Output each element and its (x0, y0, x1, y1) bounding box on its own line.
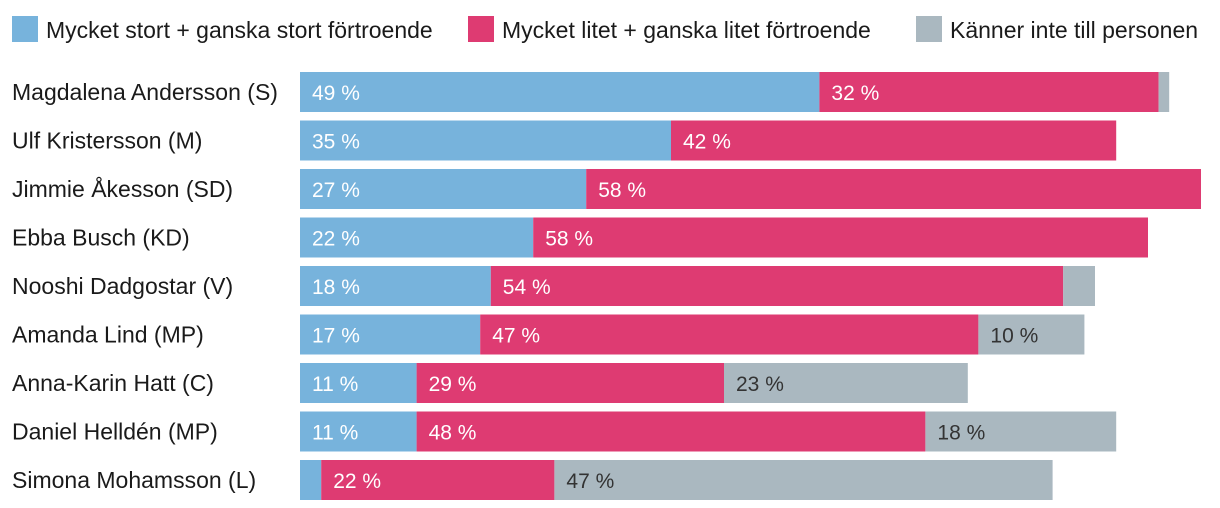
legend-label-1: Mycket stort + ganska stort förtroende (46, 17, 433, 43)
data-label: 27 % (312, 179, 360, 202)
bar-row-daniel-hellden-mp: Daniel Helldén (MP) 11 % 48 % 18 % (12, 411, 1117, 452)
data-label: 47 % (566, 470, 614, 493)
legend-label-2: Mycket litet + ganska litet förtroende (502, 17, 871, 43)
data-label: 29 % (429, 373, 477, 396)
bar-segment-1 (300, 120, 671, 161)
bar-segment-1 (300, 217, 534, 258)
data-label: 35 % (312, 131, 360, 154)
bar-segment-3 (978, 314, 1085, 355)
data-label: 48 % (429, 422, 477, 445)
data-label: 22 % (333, 470, 381, 493)
bar-segment-1 (300, 266, 491, 306)
category-label: Anna-Karin Hatt (C) (12, 370, 214, 396)
category-label: Magdalena Andersson (S) (12, 79, 278, 105)
legend-label-3: Känner inte till personen (950, 17, 1198, 43)
bar-segment-1 (300, 72, 820, 112)
data-label: 23 % (736, 373, 784, 396)
bar-row-ulf-kristersson-m: Ulf Kristersson (M) 35 % 42 % (12, 120, 1117, 161)
legend: Mycket stort + ganska stort förtroende My… (12, 16, 1198, 43)
bar-row-ebba-busch-kd: Ebba Busch (KD) 22 % 58 % (12, 217, 1148, 258)
legend-swatch-3 (916, 16, 942, 42)
legend-swatch-1 (12, 16, 38, 42)
data-label: 11 % (312, 422, 358, 445)
legend-swatch-2 (468, 16, 494, 42)
bar-segment-2 (321, 460, 555, 500)
data-label: 10 % (990, 325, 1038, 348)
bar-segment-1 (300, 363, 417, 403)
bar-row-nooshi-dadgostar-v: Nooshi Dadgostar (V) 18 % 54 % (12, 266, 1095, 306)
bar-segment-1 (300, 411, 417, 452)
bar-segment-3 (554, 460, 1053, 500)
bar-row-simona-mohamsson-l: Simona Mohamsson (L) 22 % 47 % (12, 460, 1053, 500)
data-label: 22 % (312, 228, 360, 251)
bar-segment-2 (671, 120, 1117, 161)
data-label: 49 % (312, 82, 360, 105)
data-label: 18 % (937, 422, 985, 445)
bar-segment-1 (300, 314, 481, 355)
bar-segment-3 (925, 411, 1117, 452)
bar-row-anna-karin-hatt-c: Anna-Karin Hatt (C) 11 % 29 % 23 % (12, 363, 968, 403)
bar-row-amanda-lind-mp: Amanda Lind (MP) 17 % 47 % 10 % (12, 314, 1085, 355)
data-label: 47 % (492, 325, 540, 348)
bar-segment-2 (819, 72, 1159, 112)
category-label: Ebba Busch (KD) (12, 225, 190, 251)
bar-segment-1 (300, 169, 587, 209)
category-label: Amanda Lind (MP) (12, 322, 204, 348)
data-label: 42 % (683, 131, 731, 154)
bar-segment-2 (586, 169, 1201, 209)
bar-segment-2 (480, 314, 979, 355)
data-label: 17 % (312, 325, 360, 348)
data-label: 58 % (598, 179, 646, 202)
bar-row-jimmie-akesson-sd: Jimmie Åkesson (SD) 27 % 58 % (12, 169, 1201, 209)
chart-rows: Magdalena Andersson (S) 49 % 32 % Ulf Krist… (12, 72, 1201, 500)
category-label: Ulf Kristersson (M) (12, 128, 202, 154)
data-label: 11 % (312, 373, 358, 396)
category-label: Simona Mohamsson (L) (12, 467, 256, 493)
category-label: Nooshi Dadgostar (V) (12, 273, 233, 299)
data-label: 18 % (312, 276, 360, 299)
bar-segment-3 (724, 363, 968, 403)
data-label: 32 % (831, 82, 879, 105)
category-label: Jimmie Åkesson (SD) (12, 175, 233, 202)
bar-segment-2 (533, 217, 1148, 258)
data-label: 54 % (503, 276, 551, 299)
bar-segment-2 (416, 363, 724, 403)
bar-row-magdalena-andersson-s: Magdalena Andersson (S) 49 % 32 % (12, 72, 1170, 112)
category-label: Daniel Helldén (MP) (12, 419, 218, 445)
data-label: 58 % (545, 228, 593, 251)
bar-segment-3 (1063, 266, 1095, 306)
bar-segment-3 (1158, 72, 1170, 112)
bar-segment-2 (490, 266, 1064, 306)
bar-segment-2 (416, 411, 926, 452)
bar-segment-1 (300, 460, 322, 500)
